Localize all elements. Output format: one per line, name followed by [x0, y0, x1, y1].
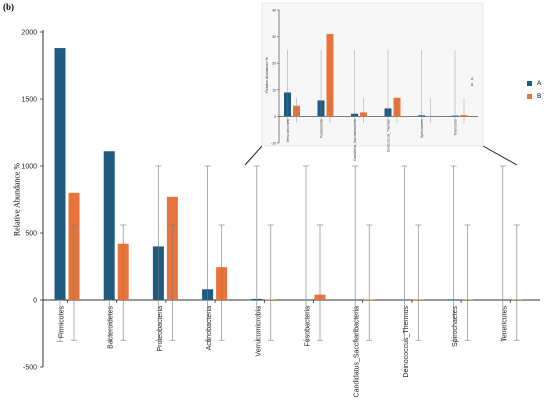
legend-item-b: B — [527, 93, 541, 100]
inset-x-tick-label: Fusobacteria — [320, 119, 324, 138]
x-tick-label: Bacteroidetes — [108, 306, 115, 349]
x-tick-label: Spirochaetes — [452, 306, 459, 347]
x-tick-label: Firmicutes — [59, 306, 66, 339]
inset-y-tick-label: 20 — [272, 62, 276, 66]
inset-y-tick-label: 40 — [272, 9, 276, 13]
zoom-connector-right — [482, 145, 518, 166]
inset-x-tick-label: Tenericutes — [454, 119, 458, 136]
legend-swatch-a — [527, 81, 532, 86]
legend-swatch-b — [527, 94, 532, 99]
y-tick-label: 500 — [25, 231, 37, 238]
legend-label-b: B — [537, 93, 542, 100]
x-tick-label: Proteobacteria — [157, 306, 164, 352]
legend-item-a: A — [527, 80, 541, 87]
inset-x-tick-label: Candidatus_Saccharibacteria — [353, 119, 357, 161]
bar-a — [54, 48, 66, 300]
inset-y-tick-label: -10 — [271, 142, 276, 146]
bar-a — [103, 151, 115, 300]
inset-y-tick-label: 0 — [274, 115, 276, 119]
x-tick-label: Tenericutes — [501, 306, 508, 342]
inset-y-tick-label: 10 — [272, 88, 276, 92]
inset-bar-b — [326, 33, 334, 117]
inset-x-tick-label: Deinococcus_Thermus — [387, 119, 391, 152]
inset-x-tick-label: Verrucomicrobia — [286, 119, 290, 142]
inset-panel — [261, 2, 484, 147]
inset-legend-a: A — [471, 77, 474, 81]
panel-label: (b) — [3, 2, 14, 12]
inset-y-tick-label: 30 — [272, 35, 276, 39]
y-tick-label: 2000 — [21, 30, 37, 37]
inset-x-tick-label: Spirochaetes — [420, 119, 424, 138]
x-tick-label: Deinococcus_Thermus — [403, 306, 410, 378]
y-tick-label: -500 — [23, 365, 37, 372]
x-tick-label: Fusobacteria — [305, 306, 312, 347]
x-tick-label: Actinobacteria — [206, 306, 213, 350]
y-tick-label: 1500 — [21, 97, 37, 104]
y-tick-label: 1000 — [21, 164, 37, 171]
y-tick-label: 0 — [33, 298, 37, 305]
x-tick-label: Candidatus_Saccharibacteria — [354, 306, 361, 398]
inset-y-axis-label: Relative Abundance % — [265, 57, 269, 92]
inset-legend-b: B — [471, 83, 474, 87]
legend-label-a: A — [537, 80, 542, 87]
zoom-connector-left — [244, 145, 263, 166]
x-tick-label: Verrucomicrobia — [255, 306, 262, 357]
